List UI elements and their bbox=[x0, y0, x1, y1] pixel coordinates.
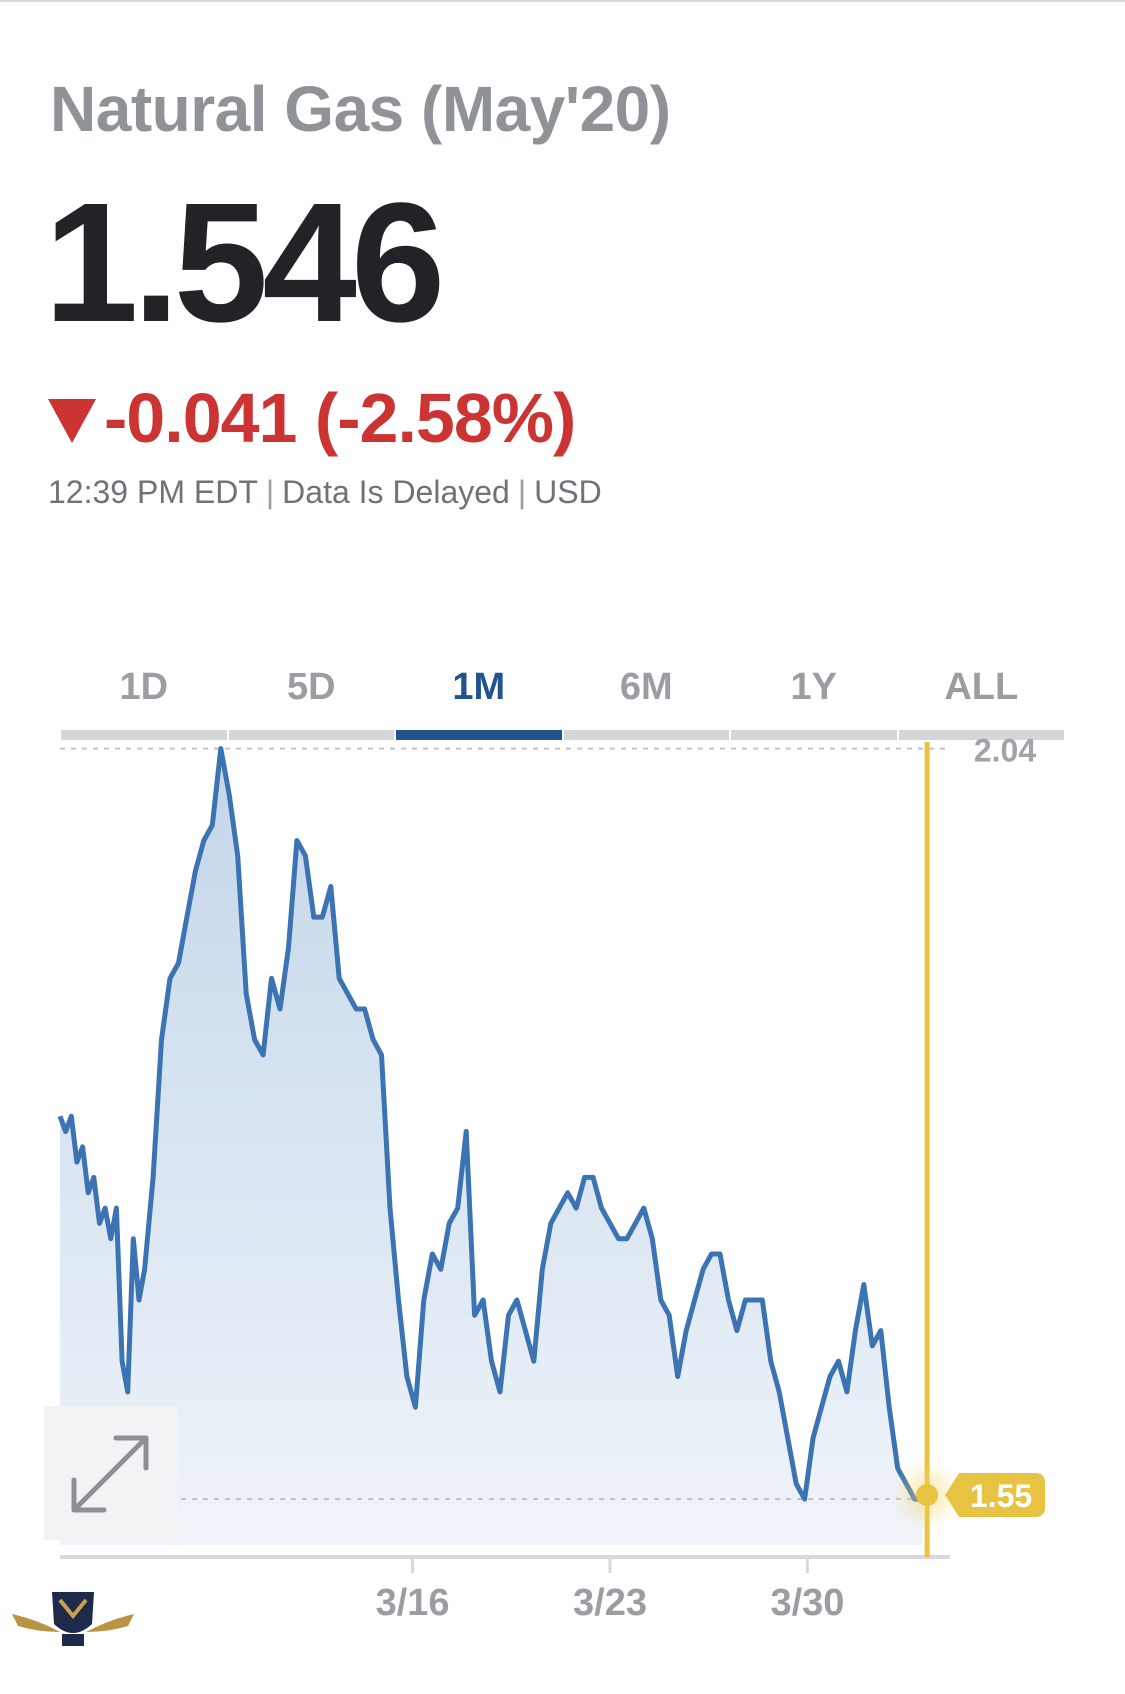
tab-label: 1M bbox=[452, 666, 506, 708]
tab-1m[interactable]: 1M bbox=[395, 660, 563, 742]
tab-5d[interactable]: 5D bbox=[228, 660, 396, 742]
range-tabs: 1D 5D 1M 6M 1Y ALL bbox=[60, 660, 1065, 742]
price-area bbox=[60, 748, 924, 1545]
cursor-dot bbox=[916, 1484, 939, 1507]
tab-all[interactable]: ALL bbox=[898, 660, 1066, 742]
winged-shield-icon bbox=[12, 1592, 134, 1646]
last-value-label: 1.55 bbox=[970, 1478, 1032, 1514]
currency: USD bbox=[534, 474, 602, 510]
tab-1d[interactable]: 1D bbox=[60, 660, 228, 742]
tab-label: 1D bbox=[119, 666, 169, 708]
high-value-label: 2.04 bbox=[974, 733, 1036, 769]
tab-6m[interactable]: 6M bbox=[563, 660, 731, 742]
delay-note: Data Is Delayed bbox=[282, 474, 510, 510]
x-tick-label: 3/16 bbox=[376, 1582, 450, 1624]
tab-label: 6M bbox=[619, 666, 673, 708]
tab-1y[interactable]: 1Y bbox=[730, 660, 898, 742]
tab-label: 1Y bbox=[790, 666, 837, 708]
watermark-logo bbox=[8, 1586, 138, 1690]
price-line bbox=[57, 746, 924, 1502]
page-title: Natural Gas (May'20) bbox=[50, 73, 671, 145]
quote-meta: 12:39 PM EDT | Data Is Delayed | USD bbox=[48, 474, 602, 510]
top-divider bbox=[0, 0, 1125, 2]
expand-arrows-icon bbox=[71, 1435, 149, 1513]
quote-time: 12:39 PM EDT bbox=[48, 474, 258, 510]
last-value-badge bbox=[945, 1473, 1046, 1518]
tab-label: 5D bbox=[286, 666, 336, 708]
down-triangle-icon bbox=[48, 399, 96, 443]
last-price: 1.546 bbox=[44, 168, 445, 358]
price-change-value: -0.041 (-2.58%) bbox=[104, 379, 576, 457]
x-tick-label: 3/30 bbox=[770, 1582, 844, 1624]
expand-chart-button[interactable] bbox=[44, 1406, 178, 1540]
tab-label: ALL bbox=[944, 666, 1019, 708]
x-tick-label: 3/23 bbox=[573, 1582, 647, 1624]
price-change: -0.041 (-2.58%) bbox=[48, 378, 576, 458]
